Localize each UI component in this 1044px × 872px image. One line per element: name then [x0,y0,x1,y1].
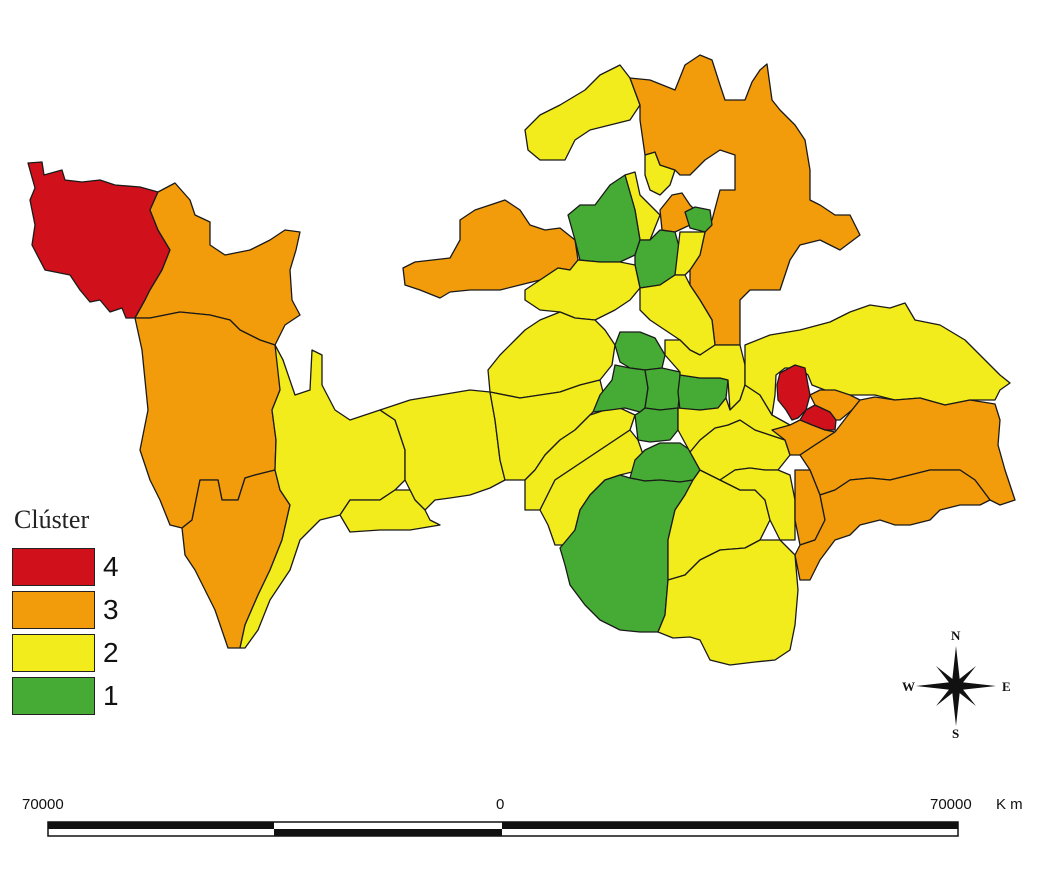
region-cluster-3-southeast [794,469,991,581]
legend-swatch-cluster-1 [12,676,95,715]
compass-south-label: S [952,726,960,741]
region-cluster-2-southwest [239,344,406,649]
legend-label-cluster-3: 3 [103,593,119,625]
compass-east-label: E [1002,679,1011,694]
region-cluster-2-central-west [379,389,506,511]
region-cluster-2-center-east [664,339,746,411]
region-cluster-3-northwest [134,182,301,346]
scale-bar [47,821,959,837]
region-cluster-1-north-c [684,206,713,233]
legend-label-cluster-4: 4 [103,550,119,582]
region-cluster-1-center-e [634,407,679,443]
legend-item-4: 4 [12,545,119,588]
legend-title: Clúster [14,505,90,534]
legend-swatch-cluster-3 [12,590,95,629]
scale-left-label: 70000 [22,796,64,813]
legend-item-3: 3 [12,588,119,631]
legend-swatch-cluster-4 [12,547,95,586]
legend-label-cluster-2: 2 [103,636,119,668]
legend: Clúster 4 3 2 1 [12,505,119,717]
region-cluster-1-north-a [567,174,641,263]
region-cluster-3-northeast [629,54,861,346]
scale-center-label: 0 [496,796,505,813]
legend-item-1: 1 [12,674,119,717]
region-cluster-2-small-south [339,489,441,533]
compass-rose: N S W E [898,628,1028,741]
legend-item-2: 2 [12,631,119,674]
scale-unit-label: K m [996,796,1023,813]
region-cluster-2-center-east-b [677,384,791,453]
region-cluster-4-east-a [776,364,811,421]
scale-right-label: 70000 [930,796,972,813]
region-cluster-1-center-a [614,331,666,371]
compass-west-label: W [902,679,915,694]
compass-star-icon [916,646,996,726]
legend-swatch-cluster-2 [12,633,95,672]
region-cluster-2-south [657,539,799,666]
region-cluster-1-center-c [644,367,681,411]
compass-north-label: N [951,628,961,643]
legend-label-cluster-1: 1 [103,679,119,711]
region-cluster-2-north [524,64,641,161]
